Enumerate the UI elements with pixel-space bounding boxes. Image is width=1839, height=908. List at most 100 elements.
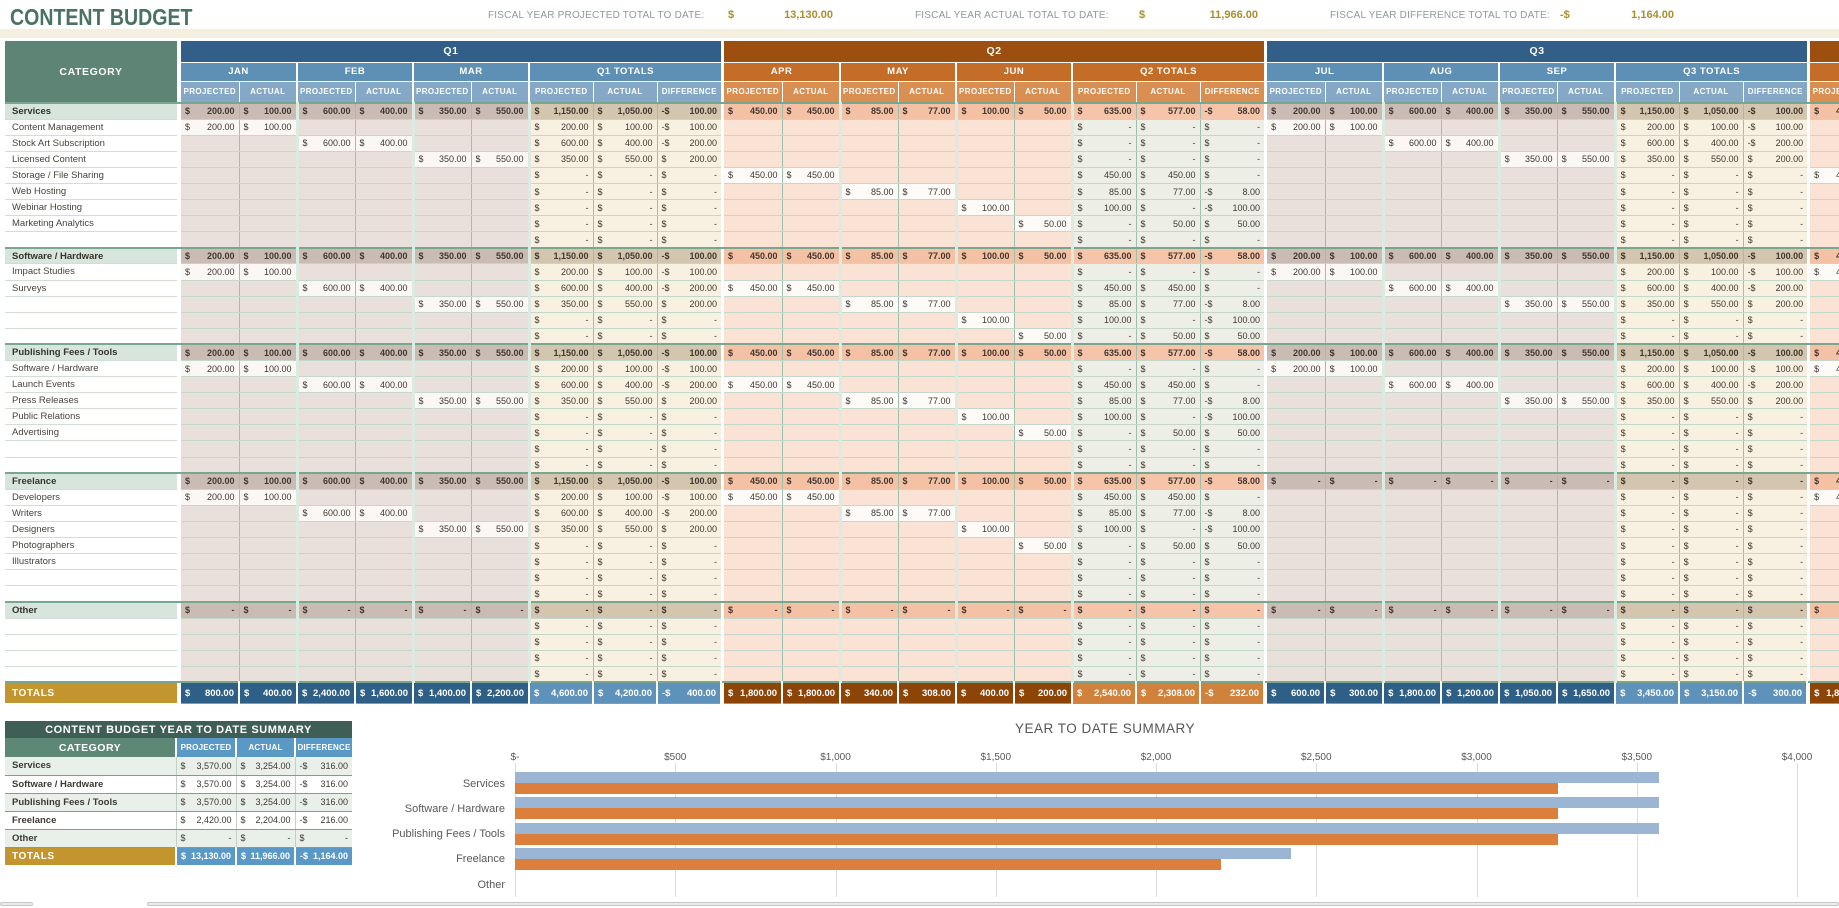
subheader-actual[interactable]: ACTUAL: [1556, 80, 1616, 103]
empty-row-label[interactable]: [5, 618, 177, 635]
budget-cell[interactable]: $-: [1557, 472, 1617, 490]
budget-cell[interactable]: $-: [1499, 472, 1558, 490]
budget-cell[interactable]: $550.00: [471, 472, 531, 490]
budget-cell[interactable]: $50.00: [1014, 101, 1074, 120]
budget-cell[interactable]: $-: [1136, 569, 1201, 587]
budget-cell[interactable]: [724, 553, 783, 571]
budget-cell[interactable]: [297, 666, 356, 683]
row-label[interactable]: Licensed Content: [5, 151, 177, 168]
budget-cell[interactable]: [1325, 618, 1385, 635]
budget-cell[interactable]: [956, 489, 1015, 506]
budget-cell[interactable]: [1810, 521, 1839, 539]
budget-cell[interactable]: [239, 135, 299, 152]
budget-cell[interactable]: [840, 634, 899, 651]
budget-cell[interactable]: [1383, 440, 1442, 458]
subheader-projected[interactable]: PROJECTED: [296, 80, 355, 103]
budget-cell[interactable]: [1014, 360, 1074, 378]
budget-cell[interactable]: $-: [1679, 183, 1744, 201]
budget-cell[interactable]: $450.00: [1810, 360, 1839, 378]
budget-cell[interactable]: $50.00: [1136, 537, 1201, 555]
budget-cell[interactable]: [1499, 328, 1558, 345]
row-label[interactable]: Launch Events: [5, 376, 177, 394]
budget-cell[interactable]: [840, 167, 899, 184]
budget-cell[interactable]: [355, 489, 415, 506]
budget-cell[interactable]: [181, 296, 240, 313]
budget-cell[interactable]: $85.00: [840, 505, 899, 522]
budget-cell[interactable]: $600.00: [529, 280, 594, 297]
budget-cell[interactable]: $-: [1200, 618, 1265, 635]
budget-cell[interactable]: [297, 312, 356, 329]
totals-cell[interactable]: $400.00: [239, 681, 298, 704]
budget-cell[interactable]: [1014, 457, 1074, 474]
budget-cell[interactable]: [1441, 521, 1501, 539]
budget-cell[interactable]: $450.00: [1072, 280, 1137, 297]
budget-cell[interactable]: $400.00: [1679, 280, 1744, 297]
budget-cell[interactable]: [297, 424, 356, 442]
budget-cell[interactable]: $600.00: [1383, 343, 1442, 362]
budget-cell[interactable]: [724, 408, 783, 426]
budget-cell[interactable]: $450.00: [1136, 376, 1201, 394]
budget-cell[interactable]: $-: [1615, 569, 1680, 587]
budget-cell[interactable]: [724, 151, 783, 168]
budget-cell[interactable]: [724, 666, 783, 683]
budget-cell[interactable]: [1557, 537, 1617, 555]
budget-cell[interactable]: $-: [1267, 600, 1326, 619]
budget-cell[interactable]: $-: [1072, 231, 1137, 249]
budget-cell[interactable]: [1014, 151, 1074, 168]
budget-cell[interactable]: [1267, 618, 1326, 635]
budget-cell[interactable]: [297, 215, 356, 233]
budget-cell[interactable]: [1325, 215, 1385, 233]
budget-cell[interactable]: [1810, 618, 1839, 635]
budget-cell[interactable]: [1325, 151, 1385, 168]
budget-cell[interactable]: [297, 553, 356, 571]
budget-cell[interactable]: $-: [1200, 167, 1265, 184]
budget-cell[interactable]: $350.00: [1499, 343, 1558, 362]
budget-cell[interactable]: $-: [1136, 440, 1201, 458]
budget-cell[interactable]: -$ 200.00: [657, 505, 722, 522]
budget-cell[interactable]: [1557, 424, 1617, 442]
budget-cell[interactable]: $450.00: [782, 489, 842, 506]
budget-cell[interactable]: $-: [1072, 151, 1137, 168]
budget-cell[interactable]: [1014, 296, 1074, 313]
budget-cell[interactable]: $-: [529, 408, 594, 426]
budget-cell[interactable]: -$ 200.00: [657, 135, 722, 152]
budget-cell[interactable]: $400.00: [355, 376, 415, 394]
budget-cell[interactable]: $-: [529, 199, 594, 217]
budget-cell[interactable]: [1383, 199, 1442, 217]
budget-cell[interactable]: $50.00: [1200, 328, 1265, 345]
empty-row-label[interactable]: [5, 312, 177, 329]
budget-cell[interactable]: [1810, 392, 1839, 410]
budget-cell[interactable]: $77.00: [898, 246, 958, 265]
budget-cell[interactable]: [1441, 618, 1501, 635]
budget-cell[interactable]: [782, 634, 842, 651]
budget-cell[interactable]: [1810, 183, 1839, 201]
budget-cell[interactable]: $350.00: [1615, 296, 1680, 313]
budget-cell[interactable]: [413, 360, 472, 378]
budget-cell[interactable]: [1810, 634, 1839, 651]
budget-cell[interactable]: $350.00: [1615, 151, 1680, 168]
budget-cell[interactable]: [1325, 634, 1385, 651]
budget-cell[interactable]: [181, 505, 240, 522]
budget-cell[interactable]: [181, 183, 240, 201]
budget-cell[interactable]: $200.00: [181, 489, 240, 506]
budget-cell[interactable]: $-: [1136, 408, 1201, 426]
empty-row-label[interactable]: [5, 440, 177, 458]
budget-cell[interactable]: [239, 440, 299, 458]
budget-cell[interactable]: [1499, 215, 1558, 233]
row-label[interactable]: Press Releases: [5, 392, 177, 410]
budget-cell[interactable]: [1014, 392, 1074, 410]
summary-cell[interactable]: $ -: [294, 829, 353, 848]
budget-cell[interactable]: $-: [529, 424, 594, 442]
budget-cell[interactable]: $-: [1679, 408, 1744, 426]
budget-cell[interactable]: [181, 521, 240, 539]
budget-cell[interactable]: $100.00: [239, 119, 299, 136]
budget-cell[interactable]: $-: [657, 408, 722, 426]
budget-cell[interactable]: [1441, 505, 1501, 522]
budget-cell[interactable]: $-: [593, 618, 658, 635]
budget-cell[interactable]: [181, 650, 240, 667]
summary-cell[interactable]: $3,254.00: [235, 775, 295, 794]
summary-totals-cell[interactable]: $13,130.00: [175, 847, 236, 865]
budget-cell[interactable]: [1383, 521, 1442, 539]
budget-cell[interactable]: $400.00: [355, 101, 415, 120]
budget-cell[interactable]: [1810, 119, 1839, 136]
